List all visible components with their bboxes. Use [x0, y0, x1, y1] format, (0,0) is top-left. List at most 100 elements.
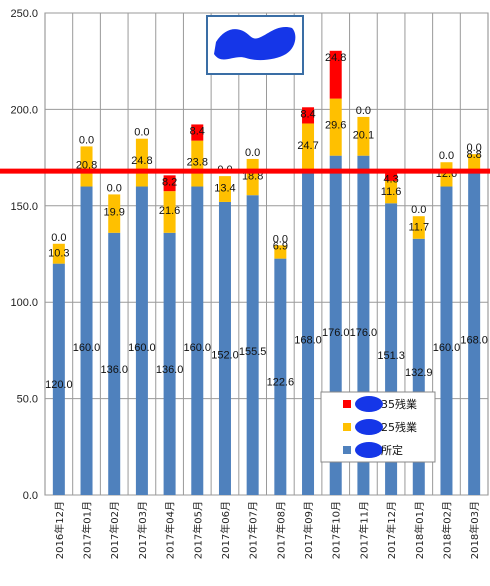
x-tick-label: 2017年06月	[219, 501, 232, 559]
x-tick-label: 2017年03月	[136, 501, 149, 559]
data-label: 21.6	[159, 205, 180, 217]
x-tick-label: 2016年12月	[53, 501, 66, 559]
data-label: 11.7	[408, 221, 429, 233]
bar-segment-所定	[80, 186, 93, 495]
bar-segment-35残業	[163, 175, 176, 192]
data-label: 160.0	[433, 342, 461, 354]
bar-segment-所定	[108, 232, 121, 496]
x-tick-label: 2018年01月	[413, 501, 426, 559]
bar-segment-所定	[440, 186, 453, 495]
x-tick-label: 2017年10月	[330, 501, 343, 559]
data-label: 122.6	[267, 377, 295, 389]
x-tick-label: 2018年02月	[440, 501, 453, 559]
x-axis-ticks: 2016年12月 2017年01月 2017年02月 2017年03月 2017年04月…	[53, 501, 481, 559]
data-label: 0.0	[51, 232, 66, 244]
data-label: 0.0	[107, 182, 122, 194]
data-label: 0.0	[411, 204, 426, 216]
bar-segment-所定	[274, 258, 287, 495]
y-tick-label: 100.0	[10, 297, 38, 309]
data-label: 24.7	[297, 140, 318, 152]
data-label: 160.0	[184, 342, 212, 354]
data-label: 20.8	[76, 159, 97, 171]
data-label: 19.9	[104, 207, 125, 219]
data-label: 136.0	[156, 364, 184, 376]
y-axis-ticks: 0.0 50.0 100.0 150.0 200.0 250.0	[10, 8, 38, 502]
bar-segment-所定	[163, 232, 176, 496]
bar-segment-所定	[468, 171, 481, 495]
bar-segment-25残業	[440, 162, 453, 187]
legend-swatch	[343, 423, 351, 431]
bar-segment-25残業	[302, 123, 315, 172]
y-tick-label: 150.0	[10, 201, 38, 213]
x-tick-label: 2017年04月	[164, 501, 177, 559]
data-label: 24.8	[325, 52, 346, 64]
y-tick-label: 250.0	[10, 8, 38, 20]
data-label: 0.0	[245, 147, 260, 159]
data-label: 29.6	[325, 119, 346, 131]
data-label: 0.0	[467, 142, 482, 154]
gridlines	[44, 12, 489, 496]
x-tick-label: 2018年03月	[468, 501, 481, 559]
data-label: 10.3	[48, 248, 69, 260]
bar-segment-25残業	[135, 138, 148, 187]
x-tick-label: 2017年02月	[108, 501, 121, 559]
data-label: 13.4	[214, 183, 235, 195]
bar-segment-35残業	[191, 124, 204, 141]
bar-segment-25残業	[246, 158, 259, 196]
x-tick-label: 2017年01月	[81, 501, 94, 559]
data-label: 120.0	[45, 379, 73, 391]
x-tick-label: 2017年07月	[247, 501, 260, 559]
bar-segment-所定	[246, 195, 259, 496]
bar-segment-25残業	[468, 154, 481, 172]
bar-segment-25残業	[191, 140, 204, 187]
bar-segment-25残業	[52, 243, 65, 264]
data-label: 168.0	[294, 335, 322, 347]
bar-segment-25残業	[329, 98, 342, 156]
data-label: 151.3	[377, 350, 405, 362]
data-label: 160.0	[128, 342, 156, 354]
data-label: 6.9	[273, 240, 288, 252]
data-label: 11.6	[381, 186, 402, 198]
bar-segment-25残業	[385, 180, 398, 204]
y-tick-label: 0.0	[23, 490, 38, 502]
data-label: 0.0	[273, 233, 288, 245]
redaction-scribble	[355, 442, 383, 458]
data-label: 176.0	[322, 327, 350, 339]
data-label: 0.0	[439, 150, 454, 162]
bar-segment-35残業	[385, 172, 398, 181]
legend-label: 所定	[381, 443, 403, 457]
data-label: 155.5	[239, 346, 267, 358]
bar-segment-所定	[302, 171, 315, 495]
bar-segment-所定	[218, 201, 231, 495]
bar-segment-35残業	[302, 107, 315, 124]
x-tick-label: 2017年11月	[357, 501, 370, 559]
data-label: 20.1	[353, 129, 374, 141]
y-tick-label: 50.0	[17, 394, 38, 406]
legend-swatch	[343, 400, 351, 408]
bar-segment-25残業	[412, 216, 425, 239]
data-label: 8.4	[300, 108, 315, 120]
data-label: 8.4	[190, 125, 205, 137]
data-label: 0.0	[134, 127, 149, 139]
data-label: 0.0	[356, 105, 371, 117]
bar-segment-25残業	[218, 176, 231, 202]
data-label: 168.0	[460, 335, 488, 347]
bar-segment-35残業	[329, 50, 342, 99]
legend-label: 35残業	[381, 397, 417, 411]
y-tick-label: 200.0	[10, 104, 38, 116]
bar-segment-25残業	[80, 146, 93, 187]
legend-swatch	[343, 446, 351, 454]
x-tick-label: 2017年09月	[302, 501, 315, 559]
bar-segment-所定	[191, 186, 204, 495]
data-label: 0.0	[79, 134, 94, 146]
data-label: 132.9	[405, 367, 433, 379]
legend-label: 25残業	[381, 420, 417, 434]
x-tick-label: 2017年12月	[385, 501, 398, 559]
data-label: 152.0	[211, 349, 239, 361]
bar-segment-所定	[52, 263, 65, 495]
data-label: 8.2	[162, 176, 177, 188]
bar-segment-25残業	[357, 116, 370, 156]
